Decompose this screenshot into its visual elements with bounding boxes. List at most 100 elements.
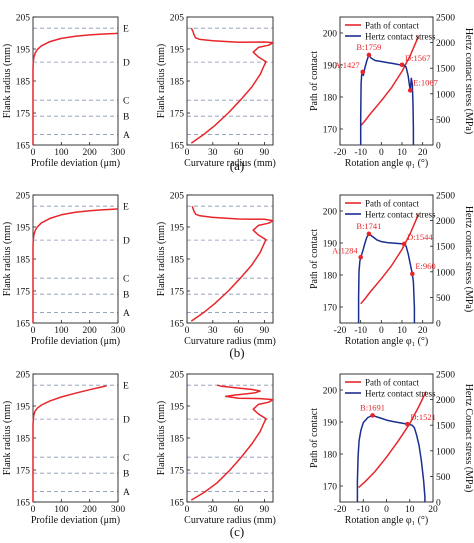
- y-tick-label: 165: [170, 142, 185, 152]
- annotation-label: B:1691: [360, 402, 385, 412]
- series-line-hertz-contact-stress: [359, 54, 415, 145]
- y-right-tick-label: 0: [436, 320, 441, 330]
- series-line-curve: [32, 208, 119, 323]
- y-axis-label: Flank radius (mm): [2, 401, 13, 475]
- x-tick-label: -20: [334, 148, 347, 158]
- y-right-tick-label: 500: [436, 294, 451, 304]
- legend-entry: Hertz contact stress: [365, 389, 436, 399]
- x-tick-label: -10: [354, 148, 367, 158]
- x-tick-label: 0: [31, 148, 36, 158]
- x-tick-label: 20: [418, 326, 428, 336]
- y-tick-label: 185: [16, 256, 31, 266]
- series-line-curve: [190, 27, 274, 144]
- ref-line-label: A: [123, 131, 130, 141]
- y-axis-label: Flank radius (mm): [2, 44, 13, 118]
- annotation-marker: [366, 52, 372, 58]
- annotation-label: D:1521: [410, 412, 436, 422]
- legend-entry: Path of contact: [365, 21, 419, 31]
- chart-a3: -20 -10 0 10 2017018019020005001000150020002…: [309, 14, 474, 170]
- annotation-label: A:1427: [334, 60, 360, 70]
- x-tick-label: 300: [111, 505, 126, 515]
- y-tick-label: 185: [16, 78, 31, 88]
- y-tick-label: 195: [16, 403, 31, 413]
- y-tick-label: 195: [170, 46, 185, 56]
- x-tick-label: -20: [334, 505, 347, 515]
- y-tick-label: 190: [323, 240, 338, 250]
- x-tick-label: 300: [111, 148, 126, 158]
- y-right-axis-label: Hertz contact stress (MPa): [463, 206, 474, 312]
- x-tick-label: 0: [185, 505, 190, 515]
- annotation-label: D:1544: [407, 232, 433, 242]
- ref-line-label: B: [123, 291, 129, 301]
- annotation-label: B:1741: [356, 221, 381, 231]
- ref-line-label: D: [123, 59, 130, 69]
- x-tick-label: -20: [334, 326, 347, 336]
- annotation-marker: [401, 241, 407, 247]
- ref-line-label: B: [123, 113, 129, 123]
- x-tick-label: 60: [234, 326, 244, 336]
- x-axis-label: Profile deviation (μm): [31, 336, 120, 347]
- chart-a2: 0 30 60 90 165 175 185 195 205 Curvature radius (…: [156, 14, 276, 170]
- annotation-label: E:1067: [413, 77, 438, 87]
- subfigure-label-a: (a): [229, 158, 245, 173]
- series-line-curve: [190, 205, 274, 322]
- y-tick-label: 165: [170, 320, 185, 330]
- legend-entry: Path of contact: [365, 199, 419, 209]
- annotation-marker: [358, 254, 363, 260]
- y-tick-label: 180: [323, 272, 338, 282]
- y-tick-label: 165: [16, 320, 31, 330]
- y-right-tick-label: 1000: [436, 90, 455, 100]
- y-tick-label: 165: [16, 499, 31, 509]
- chart-a1: E D CBA 0 100 200 300 165 175 185 195 205 Profile de…: [2, 14, 130, 170]
- chart-b1: E D CBA 0 100 200 300 165 175 185 195 205 Profile de…: [2, 192, 130, 348]
- plot-frame: [339, 16, 434, 146]
- y-tick-label: 180: [323, 94, 338, 104]
- x-tick-label: 200: [83, 505, 98, 515]
- ref-line-label: A: [123, 488, 130, 498]
- y-tick-label: 165: [170, 499, 185, 509]
- ref-line-label: E: [123, 25, 129, 35]
- y-tick-label: 175: [170, 467, 185, 477]
- annotation-marker: [407, 88, 413, 93]
- y-tick-label: 200: [323, 208, 338, 218]
- annotation-marker: [366, 231, 372, 237]
- chart-b2: 0 30 60 90 165 175 185 195 205 Curvature radius (…: [156, 192, 276, 348]
- annotation-marker: [410, 271, 415, 277]
- y-tick-label: 165: [16, 142, 31, 152]
- x-axis-label: Rotation angle φ₁ (°): [345, 336, 429, 347]
- series-line-path-of-contact: [360, 35, 420, 127]
- y-right-tick-label: 2500: [436, 192, 455, 202]
- y-axis-label: Flank radius (mm): [2, 222, 13, 296]
- annotation-label: A:1284: [332, 245, 358, 255]
- y-tick-label: 190: [323, 419, 338, 429]
- legend-entry: Path of contact: [365, 378, 419, 388]
- x-axis-label: Profile deviation (μm): [31, 515, 120, 526]
- x-tick-label: 100: [54, 505, 69, 515]
- y-right-tick-label: 2000: [436, 39, 455, 49]
- y-tick-label: 200: [323, 30, 338, 40]
- y-tick-label: 195: [170, 224, 185, 234]
- ref-line-label: C: [123, 275, 129, 285]
- plot-frame: [339, 194, 434, 324]
- ref-line-label: C: [123, 97, 129, 107]
- x-tick-label: -10: [354, 326, 367, 336]
- x-tick-label: 300: [111, 326, 126, 336]
- ref-line-label: B: [123, 470, 129, 480]
- y-axis-label: Flank radius (mm): [156, 401, 167, 475]
- series-line-curve: [32, 32, 119, 145]
- annotation-marker: [405, 421, 410, 427]
- y-axis-label: Path of contact: [309, 229, 320, 289]
- y-right-tick-label: 0: [436, 142, 441, 152]
- y-axis-label: Flank radius (mm): [156, 222, 167, 296]
- annotation-label: E:960: [415, 261, 435, 271]
- y-tick-label: 180: [323, 451, 338, 461]
- subfigure-label-c: (c): [229, 524, 245, 539]
- y-axis-label: Path of contact: [309, 408, 320, 468]
- x-axis-label: Rotation angle φ₁ (°): [345, 158, 429, 169]
- x-tick-label: 90: [260, 148, 270, 158]
- y-right-axis-label: Hertz contact stress (MPa): [463, 28, 474, 134]
- x-tick-label: 60: [234, 505, 244, 515]
- plot-frame: [32, 194, 119, 324]
- y-tick-label: 175: [16, 467, 31, 477]
- x-tick-label: 60: [234, 148, 244, 158]
